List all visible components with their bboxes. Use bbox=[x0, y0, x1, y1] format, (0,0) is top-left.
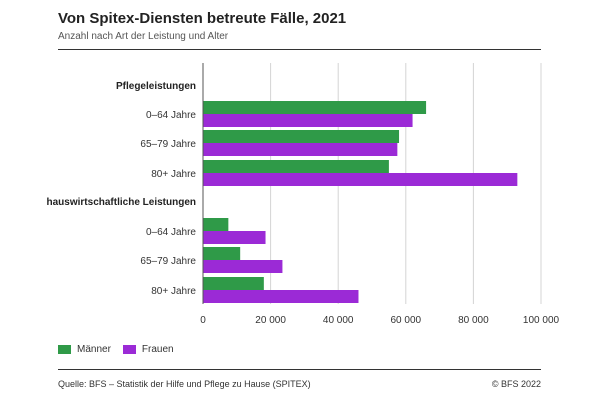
legend-item-women: Frauen bbox=[122, 344, 174, 355]
x-tick-label: 20 000 bbox=[255, 315, 286, 326]
x-tick-label: 0 bbox=[200, 315, 206, 326]
x-tick-label: 40 000 bbox=[323, 315, 354, 326]
legend-swatch-men bbox=[58, 345, 71, 354]
category-label: 0–64 Jahre bbox=[146, 227, 196, 238]
source-note: Quelle: BFS – Statistik der Hilfe und Pf… bbox=[58, 379, 311, 389]
category-label: 80+ Jahre bbox=[151, 169, 196, 180]
x-tick-label: 100 000 bbox=[523, 315, 560, 326]
bar-men bbox=[203, 160, 389, 173]
bar-men bbox=[203, 277, 264, 290]
chart-subtitle: Anzahl nach Art der Leistung und Alter bbox=[58, 31, 229, 42]
x-tick-label: 60 000 bbox=[391, 315, 422, 326]
legend-label-women: Frauen bbox=[141, 344, 174, 355]
copyright: © BFS 2022 bbox=[491, 379, 541, 389]
legend-label-men: Männer bbox=[77, 344, 111, 355]
group-label: Pflegeleistungen bbox=[116, 81, 196, 92]
legend-item-men: Männer bbox=[58, 344, 111, 355]
group-label: hauswirtschaftliche Leistungen bbox=[47, 197, 196, 208]
chart-title: Von Spitex-Diensten betreute Fälle, 2021 bbox=[58, 10, 347, 27]
category-label: 65–79 Jahre bbox=[140, 139, 196, 150]
bar-women bbox=[203, 290, 359, 303]
bar-women bbox=[203, 260, 283, 273]
header-divider bbox=[58, 49, 541, 50]
bar-women bbox=[203, 143, 398, 156]
footer-divider bbox=[58, 369, 541, 370]
bar-women bbox=[203, 173, 518, 186]
category-label: 0–64 Jahre bbox=[146, 110, 196, 121]
legend-swatch-women bbox=[122, 345, 136, 354]
bar-women bbox=[203, 114, 413, 127]
bar-men bbox=[203, 247, 241, 260]
category-label: 65–79 Jahre bbox=[140, 256, 196, 267]
bar-men bbox=[203, 101, 427, 114]
bar-men bbox=[203, 218, 229, 231]
bar-women bbox=[203, 231, 266, 244]
bar-men bbox=[203, 130, 400, 143]
x-tick-label: 80 000 bbox=[458, 315, 489, 326]
legend: Männer Frauen bbox=[58, 344, 186, 355]
category-label: 80+ Jahre bbox=[151, 286, 196, 297]
